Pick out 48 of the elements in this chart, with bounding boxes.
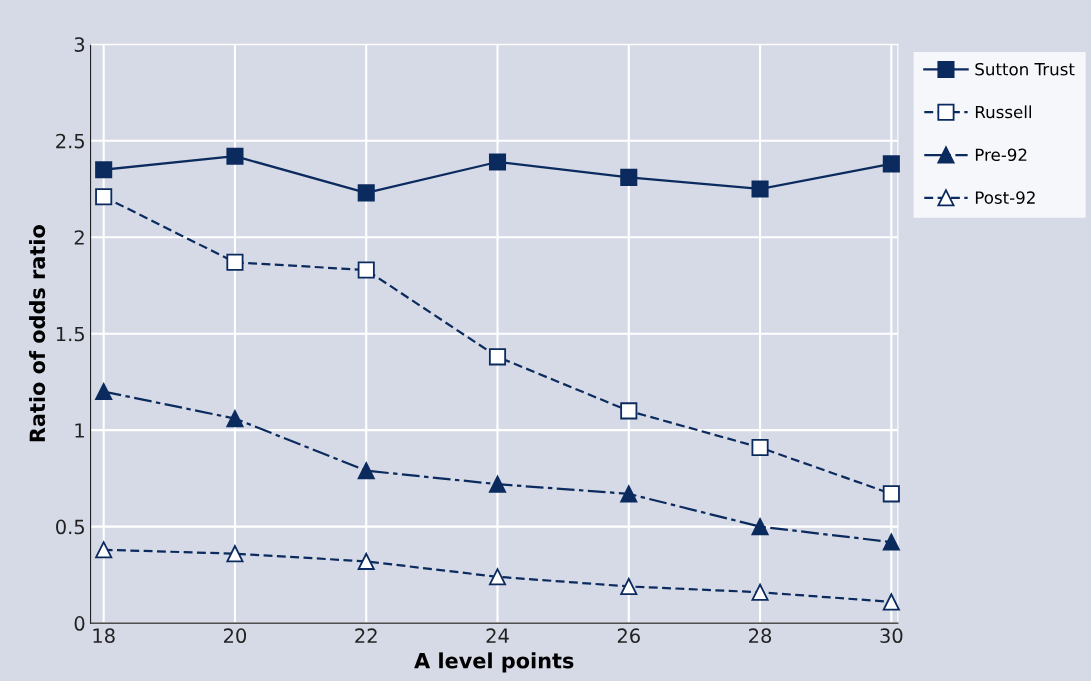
point [226, 410, 244, 428]
x-axis-title: A level points [414, 652, 574, 673]
point [751, 438, 769, 457]
y-tick-label: 1.5 [56, 326, 84, 342]
y-axis-title: Ratio of odds ratio [29, 225, 46, 442]
x-tick-label: 26 [617, 628, 640, 644]
point [751, 583, 769, 601]
point [751, 180, 769, 198]
point [226, 253, 244, 271]
point [882, 485, 900, 503]
point [226, 147, 244, 165]
y-tick-label: 3 [74, 37, 85, 52]
point [882, 593, 900, 611]
point [357, 552, 375, 570]
point [620, 402, 638, 420]
y-tick-label: 2.5 [56, 133, 84, 149]
point [95, 383, 113, 401]
point [488, 475, 507, 493]
point [95, 541, 113, 559]
point [357, 261, 375, 279]
y-tick-label: 2 [74, 230, 84, 245]
point [751, 518, 769, 536]
legend-label: Post-92 [975, 191, 1035, 204]
point [95, 161, 113, 179]
legend-label: Sutton Trust [975, 62, 1075, 76]
point [620, 168, 638, 186]
point [620, 485, 638, 503]
point [882, 155, 900, 173]
legend-label: Russell [975, 105, 1032, 119]
y-tick-label: 0 [74, 616, 85, 631]
x-tick-label: 24 [486, 628, 509, 643]
x-tick-label: 20 [224, 628, 247, 644]
point [620, 577, 638, 595]
point [95, 188, 113, 206]
point [488, 153, 507, 171]
point [882, 533, 900, 551]
legend-label: Pre-92 [975, 148, 1027, 162]
x-tick-label: 18 [93, 628, 115, 644]
x-tick-label: 30 [880, 628, 903, 644]
point [488, 348, 507, 366]
point [357, 462, 375, 480]
y-tick-label: 0.5 [56, 519, 84, 535]
x-tick-label: 28 [749, 628, 772, 644]
x-tick-label: 22 [355, 628, 377, 643]
point [488, 568, 507, 586]
point [226, 545, 244, 563]
point [357, 184, 375, 202]
y-tick-label: 1 [75, 423, 84, 438]
